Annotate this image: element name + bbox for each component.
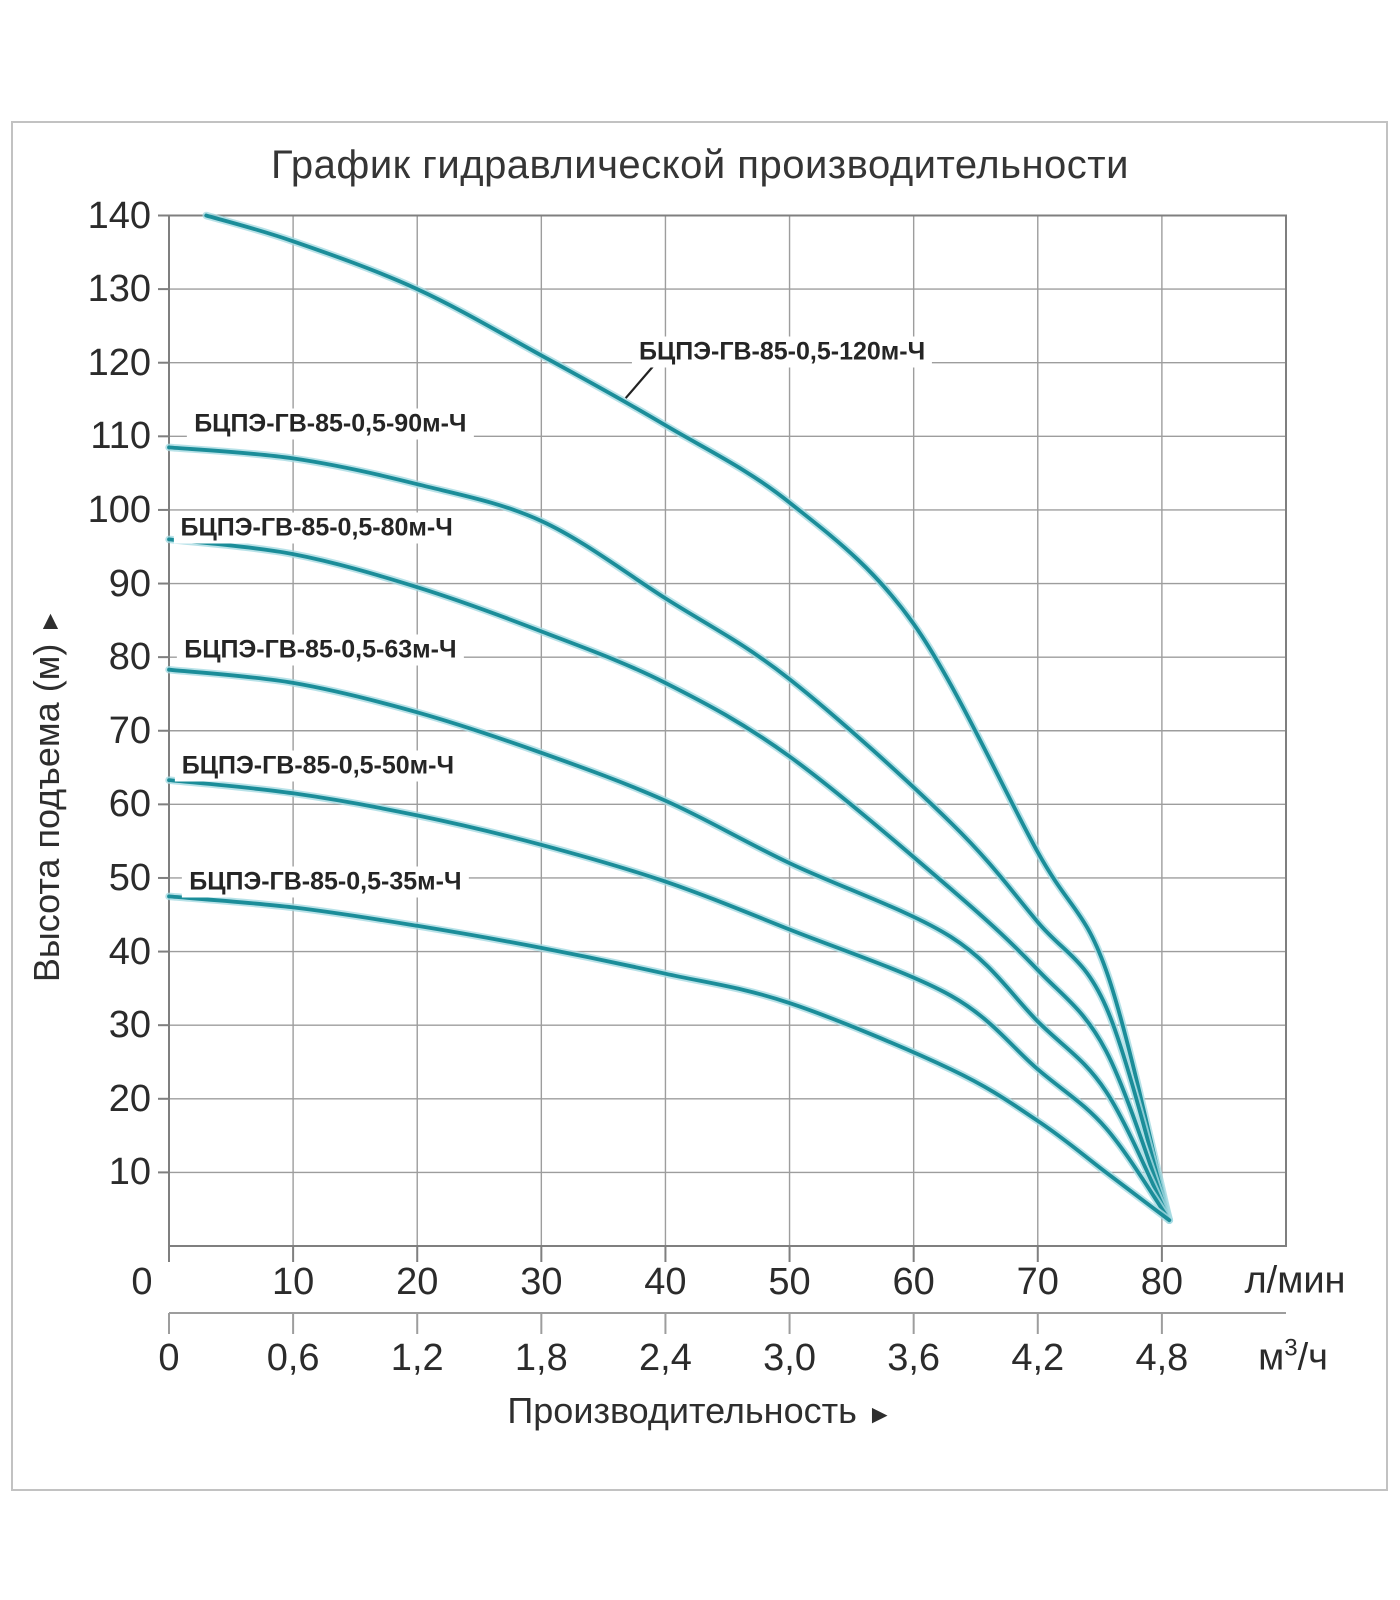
unit-label-lmin: л/мин <box>1244 1259 1346 1302</box>
pump-curve <box>167 667 1172 1223</box>
x-tick-label-m3h: 0,6 <box>266 1337 320 1379</box>
y-tick-label: 10 <box>108 1151 151 1194</box>
x-axis-title: Производительность ► <box>507 1390 892 1432</box>
x-tick-label-m3h: 4,8 <box>1135 1337 1189 1379</box>
chart-title: График гидравлической производительности <box>271 143 1129 187</box>
pump-curve <box>167 894 1172 1223</box>
x-tick-label-m3h: 0 <box>158 1337 180 1379</box>
curve-label: БЦПЭ-ГВ-85-0,5-50м-Ч <box>174 750 462 782</box>
x-axis-title-text: Производительность <box>507 1390 857 1431</box>
y-tick-label: 90 <box>108 562 151 605</box>
x-tick-label-m3h: 4,2 <box>1011 1337 1065 1379</box>
y-tick-label: 50 <box>108 856 151 899</box>
y-tick-label: 40 <box>108 930 151 973</box>
y-tick-label: 80 <box>108 636 151 679</box>
y-tick-label: 110 <box>90 415 151 458</box>
y-tick-label: 130 <box>87 268 151 311</box>
y-tick-label: 140 <box>87 194 151 237</box>
y-tick-label: 70 <box>108 709 151 752</box>
curve-label: БЦПЭ-ГВ-85-0,5-90м-Ч <box>187 408 474 440</box>
pump-curve <box>204 213 1172 1223</box>
x-tick-label-m3h: 1,2 <box>390 1337 444 1379</box>
x-tick-label-m3h: 1,8 <box>514 1337 568 1379</box>
y-tick-label: 30 <box>108 1004 151 1047</box>
y-tick-label: 20 <box>108 1077 151 1120</box>
y-tick-label: 100 <box>87 488 151 531</box>
x-tick-label-m3h: 2,4 <box>639 1337 692 1379</box>
curve-label: БЦПЭ-ГВ-85-0,5-80м-Ч <box>173 512 460 544</box>
x-tick-label-lmin: 30 <box>520 1261 563 1303</box>
pump-curve <box>167 537 1172 1223</box>
up-arrow-icon: ▲ <box>37 605 64 636</box>
pump-curve <box>167 778 1172 1223</box>
pump-curve <box>167 445 1172 1223</box>
x-tick-label-lmin: 70 <box>1016 1261 1059 1303</box>
y-tick-label: 60 <box>108 783 151 826</box>
curve-label: БЦПЭ-ГВ-85-0,5-63м-Ч <box>177 634 464 666</box>
x-tick-label-lmin: 0 <box>131 1261 153 1303</box>
x-tick-label-lmin: 80 <box>1140 1261 1184 1303</box>
right-arrow-icon: ► <box>866 1399 893 1429</box>
x-tick-label-m3h: 3,0 <box>763 1337 816 1379</box>
curve-label-leader-line <box>624 365 654 399</box>
pump-curve-halo <box>165 892 1174 1224</box>
curve-label: БЦПЭ-ГВ-85-0,5-35м-Ч <box>182 866 469 898</box>
unit-label-m3h: м3/ч <box>1258 1334 1328 1379</box>
x-tick-label-m3h: 3,6 <box>887 1337 941 1379</box>
y-axis-title: Высота подъема (м) ▲ <box>26 605 68 983</box>
x-tick-label-lmin: 60 <box>892 1261 935 1303</box>
x-tick-label-lmin: 40 <box>644 1261 687 1303</box>
curve-label: БЦПЭ-ГВ-85-0,5-120м-Ч <box>632 336 933 368</box>
y-axis-title-text: Высота подъема (м) <box>26 643 67 983</box>
x-tick-label-lmin: 50 <box>768 1261 811 1303</box>
x-tick-label-lmin: 10 <box>271 1261 315 1303</box>
y-tick-label: 120 <box>87 341 151 384</box>
x-tick-label-lmin: 20 <box>396 1261 439 1303</box>
